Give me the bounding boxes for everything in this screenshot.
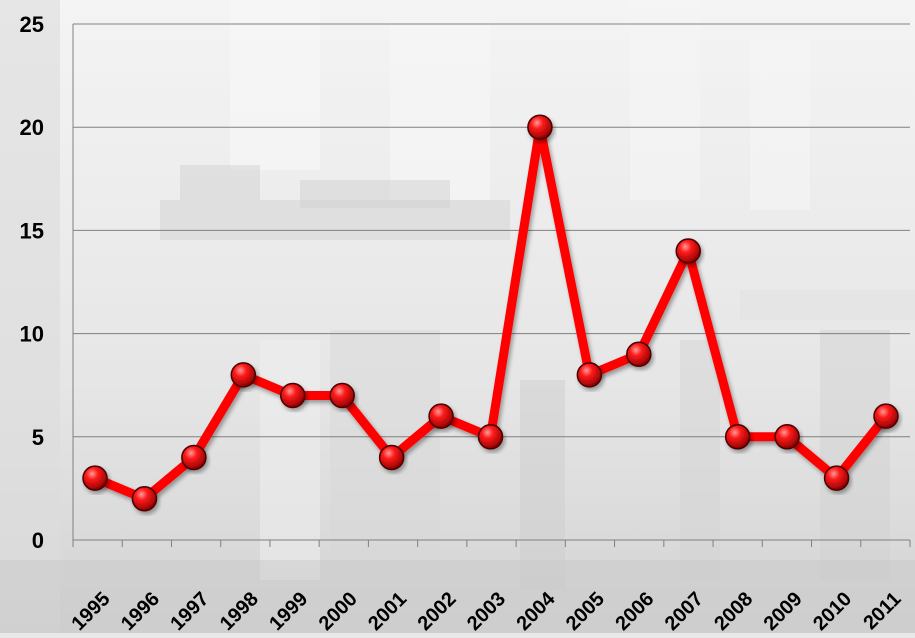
data-point-2010 <box>823 465 850 491</box>
y-tick-label: 15 <box>20 218 44 243</box>
data-point-2000 <box>329 382 355 409</box>
y-tick-label: 20 <box>20 115 44 140</box>
data-point-2003 <box>477 424 504 450</box>
y-tick-label: 25 <box>20 12 44 37</box>
data-point-2007 <box>675 238 701 264</box>
data-point-2008 <box>724 424 751 450</box>
data-point-2005 <box>576 362 603 388</box>
data-point-2009 <box>774 424 800 450</box>
data-point-2004 <box>527 114 553 140</box>
data-point-1997 <box>181 444 207 471</box>
data-point-2001 <box>378 444 405 471</box>
y-tick-label: 5 <box>32 425 44 450</box>
data-point-1999 <box>280 382 306 409</box>
y-tick-label: 10 <box>20 322 44 347</box>
data-point-1998 <box>230 362 257 388</box>
axes <box>72 24 911 547</box>
data-point-2011 <box>873 403 899 429</box>
markers-layer <box>82 114 899 512</box>
data-point-2006 <box>626 341 652 367</box>
y-tick-labels: 0 5 10 15 20 25 <box>20 12 44 553</box>
data-point-1995 <box>82 465 108 491</box>
data-point-2002 <box>428 403 454 429</box>
y-tick-label: 0 <box>32 528 44 553</box>
data-point-1996 <box>131 485 158 512</box>
